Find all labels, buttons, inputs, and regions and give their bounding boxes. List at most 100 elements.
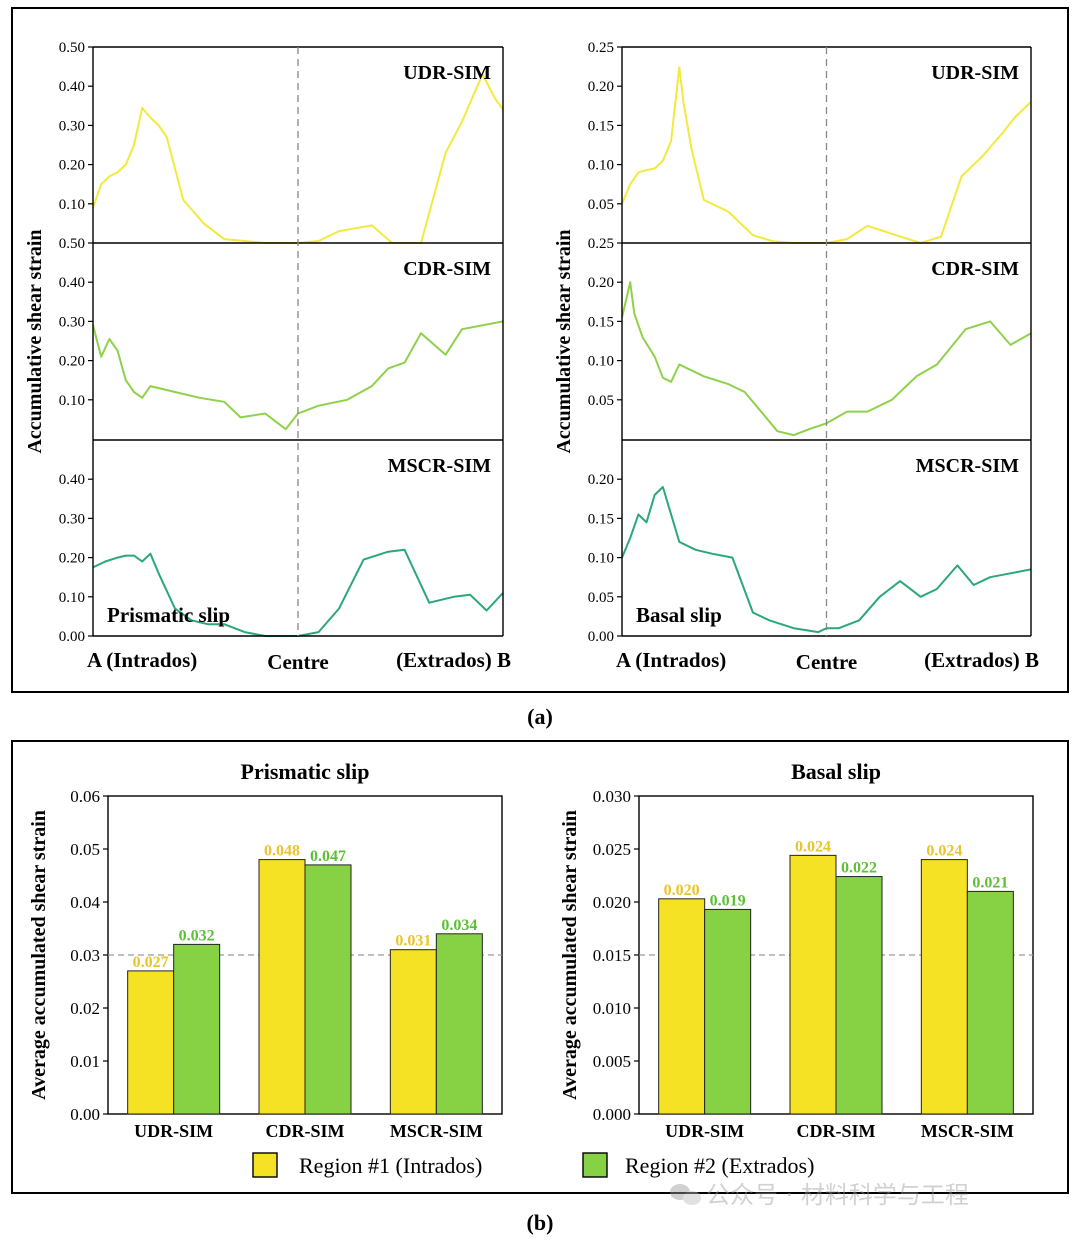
- y-axis-title: Accumulative shear strain: [24, 229, 46, 453]
- bar: [789, 854, 837, 1115]
- y-tick-label: 0.20: [59, 158, 85, 174]
- y-tick-label: 0.30: [59, 511, 85, 527]
- x-tick-label-centre: Centre: [796, 650, 857, 674]
- watermark-text: 公众号 · 材料科学与工程: [706, 1181, 969, 1209]
- series-line-mscr-sim: [92, 548, 504, 637]
- y-tick-label: 0.40: [59, 275, 85, 291]
- line-chart-basal: 0.05 0.10 0.15 0.20 0.25 UDR-SIM 0.05 0.10 0.15 0…: [553, 40, 1039, 674]
- watermark: 公众号 · 材料科学与工程: [670, 1181, 969, 1209]
- bar: [658, 898, 706, 1115]
- bar: [173, 943, 221, 1115]
- bar-value-label: 0.024: [926, 843, 962, 860]
- y-tick-label: 0.30: [59, 118, 85, 134]
- y-tick-label: 0.05: [588, 590, 614, 606]
- x-tick-label-centre: Centre: [267, 650, 328, 674]
- panel-label-b: (b): [527, 1210, 554, 1235]
- bar-value-label: 0.024: [795, 838, 831, 855]
- y-tick-label: 0.25: [588, 236, 614, 252]
- y-tick-label: 0.15: [588, 314, 614, 330]
- y-tick-label: 0.10: [59, 590, 85, 606]
- y-tick-label: 0.00: [59, 629, 85, 645]
- subplot-label: MSCR-SIM: [388, 455, 491, 477]
- bar-value-label: 0.020: [664, 882, 700, 899]
- x-tick-label: CDR-SIM: [797, 1121, 876, 1141]
- bar: [258, 859, 306, 1115]
- panel-label-a: (a): [527, 704, 553, 729]
- y-tick-label: 0.010: [593, 999, 631, 1018]
- y-tick-label: 0.40: [59, 472, 85, 488]
- series-line-cdr-sim: [621, 281, 1032, 437]
- chart-title: Prismatic slip: [241, 759, 370, 784]
- y-tick-label: 0.10: [588, 158, 614, 174]
- y-tick-label: 0.01: [70, 1052, 100, 1071]
- bar-value-label: 0.034: [441, 917, 477, 934]
- x-tick-label-start: A (Intrados): [87, 648, 197, 672]
- y-tick-label: 0.00: [588, 629, 614, 645]
- y-axis-title: Average accumulated shear strain: [559, 810, 581, 1100]
- y-tick-label: 0.05: [588, 197, 614, 213]
- y-tick-label: 0.50: [59, 40, 85, 56]
- y-tick-label: 0.10: [59, 197, 85, 213]
- panel-a-frame: [11, 7, 1069, 693]
- y-tick-label: 0.025: [593, 840, 631, 859]
- y-tick-label: 0.25: [588, 40, 614, 56]
- y-tick-label: 0.15: [588, 511, 614, 527]
- slip-annotation: Basal slip: [636, 603, 722, 627]
- bar: [920, 859, 968, 1115]
- y-tick-label: 0.10: [588, 354, 614, 370]
- chart-title: Basal slip: [791, 759, 881, 784]
- x-tick-label: MSCR-SIM: [390, 1121, 483, 1141]
- y-tick-label: 0.40: [59, 79, 85, 95]
- y-tick-label: 0.020: [593, 893, 631, 912]
- bar: [966, 890, 1014, 1115]
- bar: [835, 876, 883, 1115]
- slip-annotation: Prismatic slip: [107, 603, 230, 627]
- y-tick-label: 0.20: [59, 551, 85, 567]
- y-tick-label: 0.06: [70, 787, 100, 806]
- x-tick-label-end: (Extrados) B: [396, 648, 511, 672]
- y-tick-label: 0.03: [70, 946, 100, 965]
- x-tick-label: CDR-SIM: [266, 1121, 345, 1141]
- bar: [127, 970, 175, 1115]
- subplot-label: CDR-SIM: [403, 258, 491, 280]
- bar-value-label: 0.027: [133, 954, 169, 971]
- x-tick-label-start: A (Intrados): [616, 648, 726, 672]
- y-tick-label: 0.04: [70, 893, 100, 912]
- y-tick-label: 0.20: [588, 275, 614, 291]
- x-tick-label: MSCR-SIM: [921, 1121, 1014, 1141]
- y-axis-title: Accumulative shear strain: [553, 229, 575, 453]
- bar-value-label: 0.022: [841, 860, 877, 877]
- x-tick-label: UDR-SIM: [134, 1121, 213, 1141]
- x-tick-label-end: (Extrados) B: [924, 648, 1039, 672]
- subplot-label: UDR-SIM: [931, 62, 1019, 84]
- legend: Region #1 (Intrados) Region #2 (Extrados): [252, 1152, 814, 1178]
- bar-value-label: 0.021: [972, 874, 1008, 891]
- legend-label: Region #1 (Intrados): [299, 1153, 482, 1178]
- y-tick-label: 0.10: [588, 551, 614, 567]
- panel-b-frame: [11, 740, 1069, 1194]
- series-line-udr-sim: [621, 66, 1032, 244]
- y-tick-label: 0.000: [593, 1105, 631, 1124]
- bar-value-label: 0.047: [310, 848, 346, 865]
- bar-value-label: 0.032: [179, 927, 215, 944]
- y-tick-label: 0.20: [59, 354, 85, 370]
- y-tick-label: 0.50: [59, 236, 85, 252]
- y-tick-label: 0.15: [588, 118, 614, 134]
- bar: [304, 864, 352, 1115]
- bar: [704, 908, 752, 1115]
- y-tick-label: 0.015: [593, 946, 631, 965]
- line-chart-prismatic: 0.10 0.20 0.30 0.40 0.50 UDR-SIM 0.10 0.20 0.30 0…: [24, 40, 511, 674]
- series-line-mscr-sim: [621, 486, 1032, 634]
- y-tick-label: 0.00: [70, 1105, 100, 1124]
- y-tick-label: 0.005: [593, 1052, 631, 1071]
- subplot-label: UDR-SIM: [403, 62, 491, 84]
- x-tick-label: UDR-SIM: [665, 1121, 744, 1141]
- y-tick-label: 0.05: [588, 393, 614, 409]
- series-line-udr-sim: [92, 73, 504, 244]
- legend-swatch: [252, 1152, 278, 1178]
- y-tick-label: 0.30: [59, 314, 85, 330]
- y-tick-label: 0.20: [588, 79, 614, 95]
- legend-label: Region #2 (Extrados): [625, 1153, 814, 1178]
- y-tick-label: 0.02: [70, 999, 100, 1018]
